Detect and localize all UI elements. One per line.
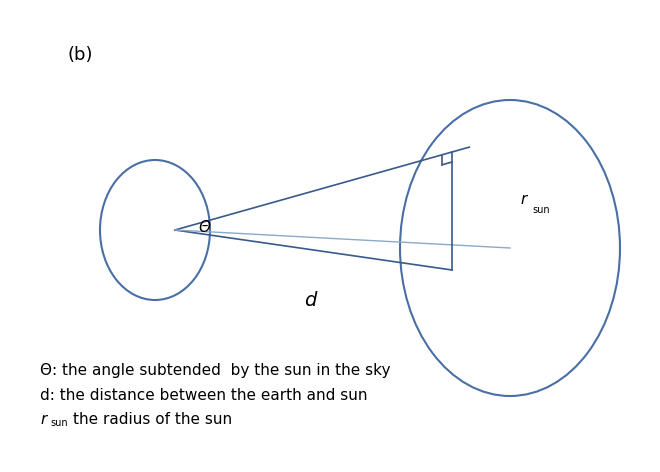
Text: d: d (304, 290, 316, 310)
Text: Θ: Θ (199, 220, 211, 236)
Text: r: r (520, 193, 526, 208)
Text: d: the distance between the earth and sun: d: the distance between the earth and su… (40, 388, 368, 403)
Text: the radius of the sun: the radius of the sun (73, 413, 232, 428)
Text: Θ: the angle subtended  by the sun in the sky: Θ: the angle subtended by the sun in the… (40, 362, 391, 378)
Text: (b): (b) (67, 46, 93, 64)
Text: r: r (40, 413, 46, 428)
Text: sun: sun (50, 418, 67, 428)
Text: sun: sun (532, 205, 550, 215)
